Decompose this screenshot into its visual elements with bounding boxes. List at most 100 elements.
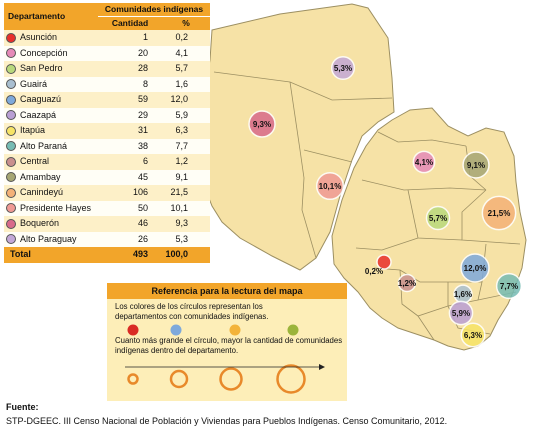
marker-circle <box>412 150 436 174</box>
legend-size-ring <box>276 364 306 394</box>
department-color-dot <box>6 187 16 198</box>
department-color-dot <box>6 156 16 167</box>
department-name: Amambay <box>20 171 61 182</box>
table-row: Amambay 45 9,1 <box>4 169 210 185</box>
department-color-dot <box>6 79 16 90</box>
legend-size-ring <box>127 373 139 385</box>
department-name: Caazapá <box>20 109 57 120</box>
marker-label: 9,1% <box>467 161 485 170</box>
department-quantity: 38 <box>98 138 162 154</box>
department-name: Central <box>20 156 50 166</box>
department-color-dot <box>6 48 16 59</box>
legend-color-text: Los colores de los círculos representan … <box>115 302 269 321</box>
department-percent: 5,3 <box>162 231 210 247</box>
table-row: Canindeyú 106 21,5 <box>4 185 210 201</box>
department-color-dot <box>6 203 16 214</box>
table-row: Caazapá 29 5,9 <box>4 107 210 123</box>
map-legend: Referencia para la lectura del mapa Los … <box>107 283 347 401</box>
marker-label: 6,3% <box>464 331 482 340</box>
marker-circle <box>248 110 276 138</box>
department-color-dot <box>6 110 16 121</box>
table-row: Guairá 8 1,6 <box>4 76 210 92</box>
department-quantity: 29 <box>98 107 162 123</box>
department-percent: 12,0 <box>162 92 210 108</box>
department-percent: 5,9 <box>162 107 210 123</box>
border-hayes <box>303 149 353 163</box>
marker-label: 1,6% <box>454 290 472 299</box>
border-alto-paraguay <box>213 71 393 101</box>
marker-label: 9,3% <box>253 120 271 129</box>
department-percent: 9,1 <box>162 169 210 185</box>
legend-color-dot <box>170 324 182 336</box>
marker-label: 5,9% <box>452 309 470 318</box>
department-quantity: 26 <box>98 231 162 247</box>
marker-label: 7,7% <box>500 282 518 291</box>
marker-label: 1,2% <box>398 279 416 288</box>
marker-label: 4,1% <box>415 158 433 167</box>
header-percent: % <box>162 16 210 30</box>
border-cordillera <box>355 237 419 251</box>
total-label: Total <box>4 247 98 263</box>
department-percent: 10,1 <box>162 200 210 216</box>
marker-circle <box>425 205 451 231</box>
department-quantity: 31 <box>98 123 162 139</box>
table-row: San Pedro 28 5,7 <box>4 61 210 77</box>
marker-label: 21,5% <box>488 209 511 218</box>
department-name: Boquerón <box>20 218 60 228</box>
marker-circle <box>462 151 490 179</box>
legend-size-examples <box>127 364 306 394</box>
table-row: Alto Paraguay 26 5,3 <box>4 231 210 247</box>
marker-label: 5,7% <box>429 214 447 223</box>
legend-title: Referencia para la lectura del mapa <box>107 283 347 299</box>
legend-size-ring <box>219 367 243 391</box>
legend-arrow-head <box>319 364 325 370</box>
department-quantity: 8 <box>98 76 162 92</box>
marker-label: 5,3% <box>334 64 352 73</box>
department-color-dot <box>6 94 16 105</box>
total-quantity: 493 <box>98 247 162 263</box>
department-percent: 1,2 <box>162 154 210 170</box>
department-percent: 6,3 <box>162 123 210 139</box>
department-quantity: 1 <box>98 30 162 46</box>
legend-color-dot <box>127 324 139 336</box>
legend-color-examples <box>127 324 299 336</box>
department-quantity: 106 <box>98 185 162 201</box>
marker-circle <box>448 300 474 326</box>
header-group: Comunidades indígenas <box>98 3 210 17</box>
table-row: Boquerón 46 9,3 <box>4 216 210 232</box>
table-row: Alto Paraná 38 7,7 <box>4 138 210 154</box>
department-quantity: 6 <box>98 154 162 170</box>
department-quantity: 28 <box>98 61 162 77</box>
department-percent: 21,5 <box>162 185 210 201</box>
department-name: Alto Paraná <box>20 140 68 151</box>
department-color-dot <box>6 218 16 229</box>
total-percent: 100,0 <box>162 247 210 263</box>
department-color-dot <box>6 63 16 74</box>
marker-circle <box>330 55 356 81</box>
marker-circle <box>315 171 345 201</box>
department-quantity: 59 <box>98 92 162 108</box>
department-color-dot <box>6 125 16 136</box>
legend-size-text: Cuanto más grande el círculo, mayor la c… <box>115 336 343 355</box>
map-markers: 5,3% 9,3% 10,1% 4,1% 9,1% 5,7% 21,5% 12,0% 7,7% 1… <box>248 55 523 348</box>
department-percent: 4,1 <box>162 45 210 61</box>
marker-label: 10,1% <box>319 182 342 191</box>
department-name: Canindeyú <box>20 187 64 197</box>
department-name: Asunción <box>20 32 58 42</box>
table-body: Asunción 1 0,2 Concepción 20 4,1 San Pedro 28 5,… <box>4 30 210 247</box>
marker-circle <box>397 273 417 293</box>
marker-circle <box>495 272 523 300</box>
source-text: STP-DGEEC. III Censo Nacional de Poblaci… <box>6 416 448 426</box>
table-row: Caaguazú 59 12,0 <box>4 92 210 108</box>
marker-label: 0,2% <box>365 267 383 276</box>
department-name: Alto Paraguay <box>20 233 77 244</box>
department-quantity: 46 <box>98 216 162 232</box>
department-name: Concepción <box>20 47 68 58</box>
legend-size-ring <box>169 369 189 389</box>
border-central <box>373 267 482 283</box>
department-name: San Pedro <box>20 63 63 73</box>
department-percent: 5,7 <box>162 61 210 77</box>
department-color-dot <box>6 141 16 152</box>
marker-circle <box>481 195 517 231</box>
